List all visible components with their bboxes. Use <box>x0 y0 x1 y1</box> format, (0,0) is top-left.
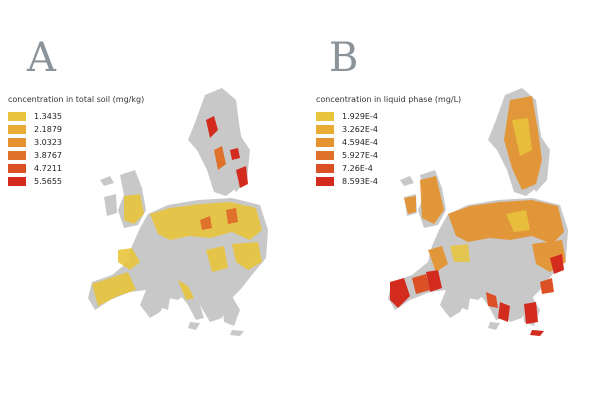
hotspots-mid <box>200 146 238 230</box>
legend-swatch <box>8 125 26 134</box>
europe-map-a <box>88 88 268 336</box>
legend-label: 1.929E-4 <box>342 112 378 121</box>
legend-label: 5.927E-4 <box>342 151 378 160</box>
legend-label: 8.593E-4 <box>342 177 378 186</box>
legend-label: 4.7211 <box>34 164 62 173</box>
legend-item: 3.262E-4 <box>316 123 461 136</box>
legend-swatch <box>8 177 26 186</box>
legend-label: 7.26E-4 <box>342 164 373 173</box>
legend-swatch <box>316 164 334 173</box>
legend-a: concentration in total soil (mg/kg) 1.34… <box>8 95 144 188</box>
legend-title: concentration in liquid phase (mg/L) <box>316 95 462 104</box>
legend-swatch <box>8 138 26 147</box>
concentration-overlay-light <box>450 118 532 262</box>
legend-item: 8.593E-4 <box>316 175 461 188</box>
panel-label-a: A <box>27 35 56 81</box>
hotspots <box>206 116 248 188</box>
legend-swatch <box>316 151 334 160</box>
legend-item: 4.7211 <box>8 162 144 175</box>
legend-item: 5.927E-4 <box>316 149 461 162</box>
legend-title: concentration in total soil (mg/kg) <box>8 95 145 104</box>
legend-label: 5.5655 <box>34 177 62 186</box>
europe-map-b <box>388 88 568 336</box>
legend-swatch <box>316 112 334 121</box>
legend-swatch <box>316 125 334 134</box>
legend-swatch <box>316 177 334 186</box>
map-panel-b: B concentration in liquid phase (mg/L) 1… <box>300 0 600 402</box>
legend-label: 2.1879 <box>34 125 62 134</box>
legend-item: 2.1879 <box>8 123 144 136</box>
legend-swatch <box>8 151 26 160</box>
legend-label: 1.3435 <box>34 112 62 121</box>
legend-swatch <box>8 112 26 121</box>
hotspots-mid <box>412 274 554 308</box>
legend-label: 3.262E-4 <box>342 125 378 134</box>
legend-label: 3.0323 <box>34 138 62 147</box>
legend-item: 7.26E-4 <box>316 162 461 175</box>
legend-swatch <box>8 164 26 173</box>
legend-item: 3.8767 <box>8 149 144 162</box>
legend-item: 4.594E-4 <box>316 136 461 149</box>
legend-b: concentration in liquid phase (mg/L) 1.9… <box>316 95 461 188</box>
map-panel-a: A concentration in total soil (mg/kg) 1.… <box>8 35 268 336</box>
hotspots <box>390 254 564 336</box>
legend-swatch <box>316 138 334 147</box>
panel-label-b: B <box>329 35 359 81</box>
legend-label: 3.8767 <box>34 151 62 160</box>
legend-item: 5.5655 <box>8 175 144 188</box>
legend-item: 1.3435 <box>8 110 144 123</box>
legend-item: 1.929E-4 <box>316 110 461 123</box>
legend-item: 3.0323 <box>8 136 144 149</box>
legend-label: 4.594E-4 <box>342 138 378 147</box>
